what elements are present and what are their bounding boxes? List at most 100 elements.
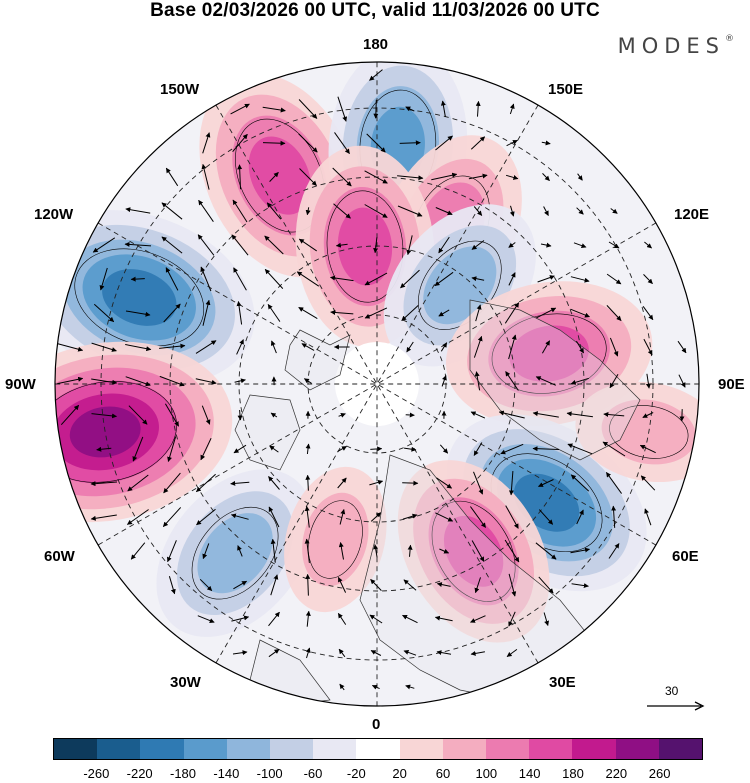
wind-vector-arrow xyxy=(96,446,112,452)
wind-vector-arrow xyxy=(93,303,115,323)
wind-vector-arrow xyxy=(236,301,243,325)
wind-vector-arrow xyxy=(537,275,555,283)
lon-label-150e: 150E xyxy=(548,81,584,98)
wind-vector-arrow xyxy=(508,272,516,286)
wind-vector-arrow xyxy=(575,340,585,354)
wind-vector-arrow xyxy=(267,303,281,322)
wind-vector-arrow xyxy=(233,580,248,590)
wind-vector-arrow xyxy=(543,206,549,216)
wind-vector-arrow xyxy=(498,410,525,419)
wind-vector-arrow xyxy=(370,650,382,656)
wind-vector-arrow xyxy=(535,376,557,386)
colorbar-swatch xyxy=(97,739,141,759)
wind-vector-arrow xyxy=(364,170,388,184)
wind-vector-arrow xyxy=(202,132,211,154)
wind-vector-arrow xyxy=(471,240,485,250)
wind-vector-arrow xyxy=(195,340,217,354)
wind-vector-arrow xyxy=(505,505,519,529)
wind-vector-arrow xyxy=(541,340,551,354)
wind-vector-arrow xyxy=(606,273,622,285)
wind-vector-arrow xyxy=(163,472,181,494)
wind-vector-arrow xyxy=(509,205,515,217)
colorbar-swatch xyxy=(226,739,271,759)
wind-vector-arrow xyxy=(165,267,179,291)
wind-vector-arrow xyxy=(436,582,451,587)
wind-vector-arrow xyxy=(440,342,448,352)
wind-vector-arrow xyxy=(60,404,80,426)
wind-vector-arrow xyxy=(264,235,284,255)
colorbar-swatch xyxy=(399,739,443,759)
wind-vector-arrow xyxy=(270,538,276,563)
wind-vector-arrow xyxy=(608,241,620,249)
wind-vector-arrow xyxy=(233,267,247,291)
wind-vector-arrow xyxy=(434,615,453,622)
colorbar-swatch xyxy=(313,739,357,759)
wind-vector-arrow xyxy=(438,309,450,317)
wind-vector-arrow xyxy=(237,164,243,190)
wind-vector-arrow xyxy=(237,545,243,557)
wind-vector-arrow xyxy=(296,271,320,287)
wind-vector-arrow xyxy=(474,577,481,594)
wind-vector-arrow xyxy=(269,172,279,182)
wind-vector-arrow xyxy=(468,173,488,180)
brand-text: MODES xyxy=(617,34,725,58)
lon-label-90w: 90W xyxy=(5,376,36,393)
wind-vector-arrow xyxy=(339,683,345,691)
wind-vector-arrow xyxy=(264,269,284,289)
wind-vector-arrow xyxy=(195,378,217,385)
wind-vector-arrow xyxy=(438,236,450,254)
pole-cap xyxy=(335,342,419,426)
coastline xyxy=(234,394,301,471)
wind-vector-arrow xyxy=(403,650,417,656)
wind-vector-arrow xyxy=(639,444,656,454)
wind-vector-arrow xyxy=(364,307,388,319)
wind-vector-arrow xyxy=(469,506,487,528)
wind-vector-arrow xyxy=(611,505,617,528)
wind-vector-arrow xyxy=(570,308,590,318)
wind-vector-arrow xyxy=(434,271,454,287)
colorbar-tick-label: 140 xyxy=(518,766,541,781)
anomaly-contour-band xyxy=(337,207,393,286)
wind-vector-arrow xyxy=(540,242,552,248)
wind-vector-arrow xyxy=(536,307,557,319)
wind-vector-arrow xyxy=(268,506,280,528)
positive-anomaly xyxy=(445,281,653,427)
wind-vector-arrow xyxy=(435,135,453,151)
wind-vector-arrow xyxy=(270,340,277,354)
wind-vector-arrow xyxy=(397,175,424,181)
anomaly-contour-band xyxy=(69,406,141,458)
wind-vector-arrow xyxy=(125,207,151,214)
wind-vector-arrow xyxy=(508,611,516,627)
wind-vector-arrow xyxy=(610,208,618,214)
wind-vector-arrow xyxy=(439,548,450,554)
wind-vector-arrow xyxy=(262,140,286,146)
wind-vectors xyxy=(57,69,687,691)
wind-vector-arrow xyxy=(128,405,148,425)
colorbar-swatch xyxy=(658,739,703,759)
wind-vector-arrow xyxy=(509,103,515,115)
wind-vector-arrow xyxy=(162,507,182,527)
colorbar-tick-label: 260 xyxy=(648,766,671,781)
anomaly-contour-band xyxy=(248,136,311,215)
wind-vector-arrow xyxy=(642,306,654,321)
wind-vector-arrow xyxy=(400,269,420,289)
wind-vector-arrow xyxy=(269,445,279,453)
anomaly-contour-band xyxy=(102,269,177,326)
wind-vector-arrow xyxy=(439,444,449,454)
wind-vector-arrow xyxy=(401,305,419,321)
wind-vector-arrow xyxy=(397,205,423,217)
wind-vector-arrow xyxy=(373,99,379,119)
wind-vector-arrow xyxy=(440,100,446,118)
wind-vector-arrow xyxy=(126,509,149,525)
wind-vector-arrow xyxy=(305,207,311,216)
wind-vector-arrow xyxy=(337,445,347,453)
wind-vector-arrow xyxy=(570,276,590,283)
wind-vector-arrow xyxy=(303,378,312,384)
wind-vector-arrow xyxy=(130,276,145,282)
wind-vector-arrow xyxy=(500,443,524,455)
meridian-line xyxy=(89,218,665,550)
wind-vector-arrow xyxy=(305,573,311,596)
colorbar-swatch xyxy=(486,739,530,759)
colorbar-tick-label: -60 xyxy=(303,766,323,781)
